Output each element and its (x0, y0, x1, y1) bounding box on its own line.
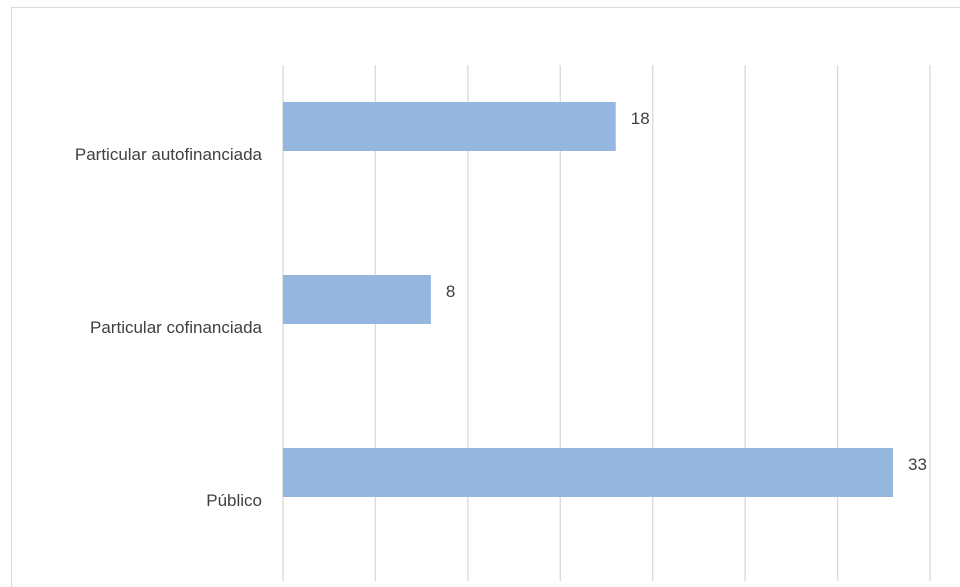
data-label-2: 33 (908, 455, 927, 474)
category-label-1: Particular cofinanciada (90, 318, 263, 337)
bar-1 (283, 275, 431, 324)
data-label-0: 18 (631, 109, 650, 128)
data-label-1: 8 (446, 282, 455, 301)
category-label-2: Público (206, 491, 262, 510)
bar-2 (283, 448, 893, 497)
category-label-0: Particular autofinanciada (75, 145, 263, 164)
bars (283, 102, 893, 497)
bar-0 (283, 102, 616, 151)
